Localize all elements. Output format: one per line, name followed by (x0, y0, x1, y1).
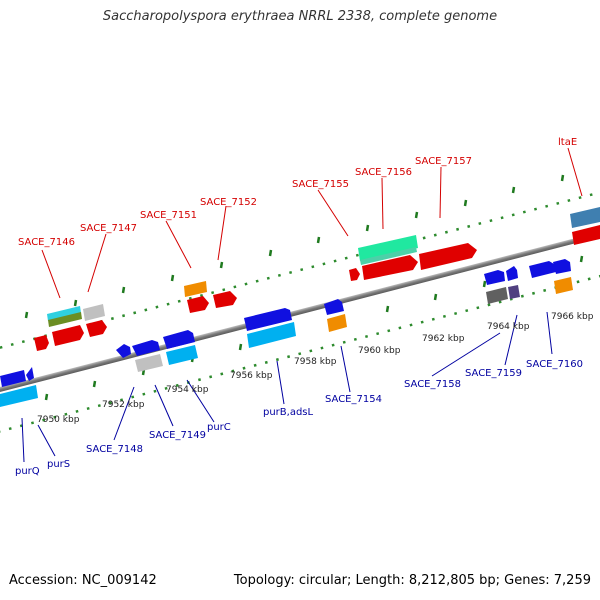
gene-arrow[interactable] (34, 335, 49, 351)
gene-label: SACE_7158 (404, 379, 461, 390)
tick-label: 7956 kbp (230, 371, 273, 381)
gene-label: SACE_7148 (86, 444, 143, 455)
lower-guide-track (0, 258, 600, 442)
gene-label: SACE_7152 (200, 197, 257, 208)
gene-arrow[interactable] (187, 296, 209, 313)
gene-block[interactable] (508, 285, 520, 299)
upper-guide-track (0, 180, 600, 364)
gene-arrow[interactable] (349, 268, 360, 281)
gene-block[interactable] (570, 207, 600, 228)
gene-block[interactable] (166, 345, 198, 365)
gene-label: SACE_7155 (292, 179, 349, 190)
gene-label: SACE_7160 (526, 359, 583, 370)
genome-title: Saccharopolyspora erythraea NRRL 2338, c… (102, 9, 498, 24)
gene-arrow[interactable] (163, 330, 195, 349)
gene-label: purQ (15, 466, 40, 477)
gene-arrow[interactable] (116, 344, 131, 358)
gene-block[interactable] (47, 306, 81, 321)
gene-arrow[interactable] (324, 299, 344, 315)
gene-arrow[interactable] (86, 320, 107, 337)
gene-block[interactable] (327, 314, 347, 332)
tick-label: 7952 kbp (102, 400, 145, 410)
gene-arrow[interactable] (553, 259, 571, 274)
gene-block[interactable] (554, 277, 573, 294)
position-ticks: 7950 kbp 7952 kbp 7954 kbp 7956 kbp 7958… (37, 312, 594, 425)
gene-block[interactable] (486, 287, 508, 304)
gene-label: purS (47, 459, 70, 470)
gene-label: SACE_7147 (80, 223, 137, 234)
tick-label: 7964 kbp (487, 322, 530, 332)
gene-block[interactable] (247, 322, 296, 348)
gene-arrow[interactable] (132, 340, 160, 356)
genome-backbone (0, 213, 600, 409)
gene-label: SACE_7149 (149, 430, 206, 441)
gene-arrow[interactable] (484, 270, 505, 285)
gene-arrow[interactable] (529, 261, 556, 278)
tick-label: 7954 kbp (166, 385, 209, 395)
topology-text: Topology: circular; Length: 8,212,805 bp… (233, 573, 591, 588)
tick-label: 7962 kbp (422, 334, 465, 344)
lower-gene-labels: purQ purS SACE_7148 SACE_7149 purC purB,… (15, 359, 583, 477)
gene-arrow[interactable] (0, 370, 26, 387)
gene-block[interactable] (48, 312, 82, 327)
tick-label: 7958 kbp (294, 357, 337, 367)
gene-label: SACE_7154 (325, 394, 382, 405)
gene-block[interactable] (184, 281, 207, 297)
lower-strand-genes[interactable] (0, 259, 573, 407)
gene-arrow[interactable] (362, 255, 418, 280)
tick-label: 7966 kbp (551, 312, 594, 322)
gene-arrow[interactable] (506, 266, 518, 281)
gene-block[interactable] (135, 354, 163, 372)
gene-label: purC (207, 422, 231, 433)
gene-block[interactable] (83, 304, 105, 321)
gene-block[interactable] (360, 247, 417, 265)
gene-block[interactable] (358, 235, 418, 261)
gene-label: SACE_7151 (140, 210, 197, 221)
gene-arrow[interactable] (52, 325, 84, 346)
accession-text: Accession: NC_009142 (9, 573, 157, 588)
leader-lines (21, 147, 583, 463)
gene-arrow[interactable] (26, 367, 34, 381)
tick-label: 7960 kbp (358, 346, 401, 356)
gene-label: SACE_7159 (465, 368, 522, 379)
gene-block[interactable] (0, 385, 38, 407)
upper-strand-genes[interactable] (34, 207, 600, 351)
gene-arrow[interactable] (419, 243, 477, 270)
gene-label: ltaE (558, 137, 577, 148)
upper-gene-labels: SACE_7146 SACE_7147 SACE_7151 SACE_7152 … (18, 137, 577, 248)
tick-label: 7950 kbp (37, 415, 80, 425)
gene-label: purB,adsL (263, 407, 314, 418)
gene-label: SACE_7156 (355, 167, 412, 178)
gene-arrow[interactable] (244, 308, 292, 331)
gene-label: SACE_7146 (18, 237, 75, 248)
gene-label: SACE_7157 (415, 156, 472, 167)
gene-arrow[interactable] (213, 291, 237, 308)
gene-block[interactable] (572, 225, 600, 245)
